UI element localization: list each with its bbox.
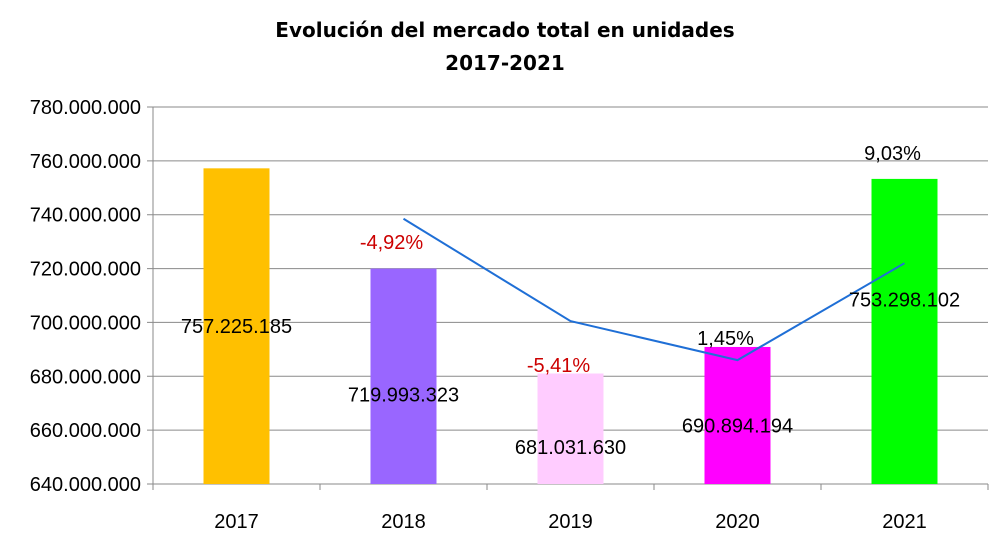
axes <box>152 107 989 490</box>
data-label-2017: 757.225.185 <box>181 316 292 338</box>
y-tick-label: 780.000.000 <box>30 97 141 119</box>
x-tick-label: 2017 <box>214 511 259 533</box>
y-tick-label: 760.000.000 <box>30 151 141 173</box>
chart-title: Evolución del mercado total en unidades <box>275 18 734 42</box>
percent-label-2020: 1,45% <box>697 328 754 350</box>
y-tick-label: 720.000.000 <box>30 259 141 281</box>
y-tick-label: 660.000.000 <box>30 420 141 442</box>
bar-2020 <box>704 346 771 484</box>
bar-2021 <box>871 178 938 484</box>
percent-labels: -4,92% -5,41% 1,45% 9,03% <box>360 143 921 377</box>
x-tick-label: 2021 <box>882 511 927 533</box>
bar-2017 <box>203 168 270 484</box>
x-tick-label: 2020 <box>715 511 760 533</box>
x-tick-label: 2019 <box>548 511 593 533</box>
bar-2019 <box>537 373 604 484</box>
change-line <box>402 217 906 362</box>
y-axis-labels: 640.000.000 660.000.000 680.000.000 700.000… <box>30 97 141 496</box>
percent-label-2018: -4,92% <box>360 232 424 254</box>
data-label-2019: 681.031.630 <box>515 437 626 459</box>
data-label-2018: 719.993.323 <box>348 384 459 406</box>
data-label-2021: 753.298.102 <box>849 289 960 311</box>
change-line-group <box>402 217 906 362</box>
percent-label-2021: 9,03% <box>864 143 921 165</box>
x-tick-label: 2018 <box>381 511 426 533</box>
y-tick-label: 640.000.000 <box>30 474 141 496</box>
data-label-2020: 690.894.194 <box>682 415 793 437</box>
chart-subtitle: 2017-2021 <box>445 51 565 75</box>
percent-label-2019: -5,41% <box>527 355 591 377</box>
y-tick-label: 740.000.000 <box>30 205 141 227</box>
bar-2018 <box>370 268 437 484</box>
y-tick-label: 700.000.000 <box>30 312 141 334</box>
bars <box>203 168 938 484</box>
x-axis-labels: 2017 2018 2019 2020 2021 <box>214 511 927 533</box>
data-labels: 757.225.185 719.993.323 681.031.630 690.894… <box>181 289 960 458</box>
y-tick-label: 680.000.000 <box>30 366 141 388</box>
